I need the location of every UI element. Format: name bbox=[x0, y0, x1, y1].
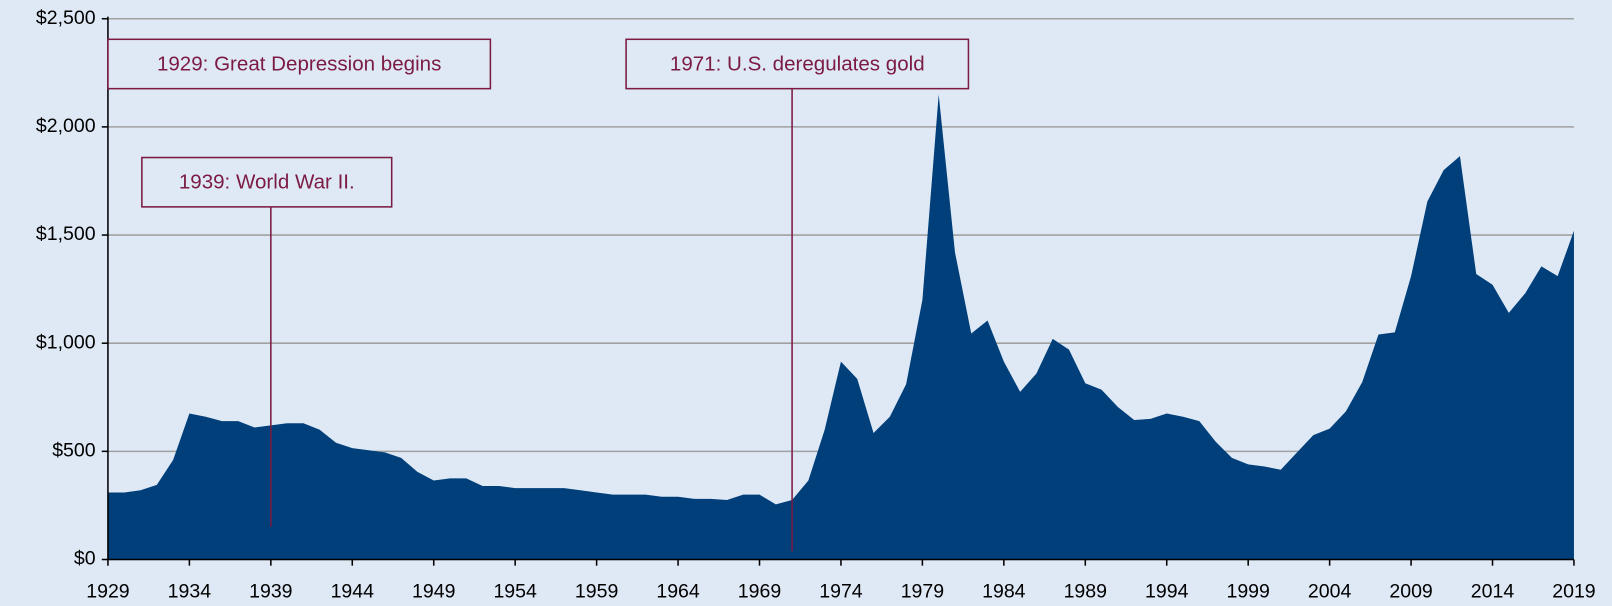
x-tick-label: 1939 bbox=[249, 581, 292, 603]
x-tick-label: 2009 bbox=[1389, 581, 1432, 603]
x-tick-label: 1929 bbox=[86, 581, 129, 603]
x-tick-label: 1979 bbox=[901, 581, 944, 603]
annotation-text: 1929: Great Depression begins bbox=[157, 52, 441, 75]
x-tick-label: 1964 bbox=[656, 581, 700, 603]
x-tick-label: 1974 bbox=[819, 581, 863, 603]
x-tick-label: 1999 bbox=[1226, 581, 1269, 603]
y-tick-label: $2,500 bbox=[36, 7, 96, 29]
x-tick-label: 2004 bbox=[1308, 581, 1352, 603]
x-tick-label: 1969 bbox=[738, 581, 781, 603]
x-tick-label: 1954 bbox=[493, 581, 537, 603]
annotation-box bbox=[625, 38, 970, 90]
y-tick-label: $0 bbox=[74, 548, 96, 570]
x-tick-label: 1949 bbox=[412, 581, 455, 603]
x-tick-label: 1934 bbox=[168, 581, 212, 603]
y-tick-label: $1,500 bbox=[36, 223, 96, 245]
y-tick-label: $500 bbox=[52, 440, 96, 462]
y-tick-label: $1,000 bbox=[36, 331, 96, 353]
x-tick-label: 2019 bbox=[1552, 581, 1595, 603]
area bbox=[107, 94, 1574, 560]
annotation-text: 1939: World War II. bbox=[179, 171, 355, 194]
y-tick-label: $2,000 bbox=[36, 115, 96, 137]
x-tick-label: 1994 bbox=[1145, 581, 1189, 603]
x-tick-label: 1984 bbox=[982, 581, 1026, 603]
x-tick-label: 1989 bbox=[1064, 581, 1107, 603]
annotation-box bbox=[107, 38, 492, 90]
annotation-text: 1971: U.S. deregulates gold bbox=[670, 52, 925, 75]
annotation-box bbox=[141, 156, 393, 208]
x-tick-label: 1944 bbox=[331, 581, 375, 603]
x-tick-label: 1959 bbox=[575, 581, 618, 603]
x-tick-label: 2014 bbox=[1471, 581, 1515, 603]
